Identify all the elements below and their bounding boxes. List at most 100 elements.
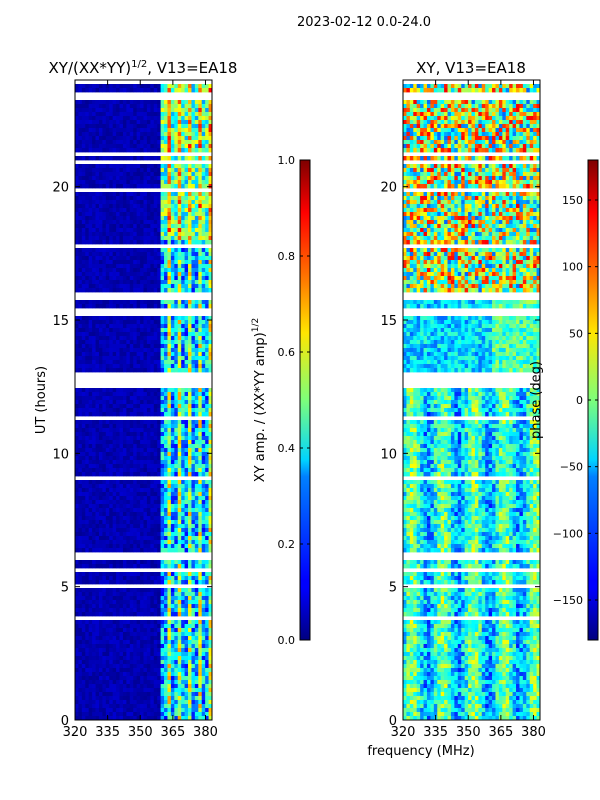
left-heatmap-cell [75,656,79,661]
left-heatmap-cell [184,216,189,221]
left-heatmap-cell [129,116,134,121]
left-heatmap-cell [143,560,148,565]
left-heatmap-cell [157,656,162,661]
left-heatmap-cell [85,648,90,653]
left-heatmap-cell [198,624,203,629]
left-heatmap-cell [177,392,182,397]
left-heatmap-cell [160,508,165,513]
left-heatmap-cell [167,620,172,625]
left-heatmap-cell [167,172,172,177]
left-heatmap-cell [75,580,79,585]
left-heatmap-cell [157,528,162,533]
left-heatmap-cell [102,316,107,321]
left-heatmap-cell [105,180,110,185]
left-heatmap-cell [194,388,199,393]
left-heatmap-cell [119,348,124,353]
left-heatmap-cell [140,104,144,109]
left-heatmap-cell [98,452,103,457]
left-heatmap-cell [102,492,107,497]
left-heatmap-cell [208,288,212,293]
left-heatmap-cell [116,276,120,281]
left-heatmap-cell [160,404,165,409]
left-heatmap-cell [177,352,182,357]
left-heatmap-cell [102,336,107,341]
left-heatmap-cell [181,168,185,173]
left-heatmap-cell [208,400,212,405]
left-heatmap-cell [181,520,185,525]
left-heatmap-cell [109,300,114,305]
left-heatmap-cell [201,392,206,397]
left-heatmap-cell [136,184,141,189]
left-heatmap-cell [95,604,100,609]
left-heatmap-cell [92,260,96,265]
left-heatmap-cell [105,108,110,113]
left-heatmap-cell [102,156,107,161]
left-heatmap-cell [92,264,96,269]
left-heatmap-cell [85,592,90,597]
left-heatmap-cell [75,628,79,633]
left-heatmap-cell [205,368,209,373]
left-heatmap-cell [95,452,100,457]
left-heatmap-cell [194,564,199,569]
left-heatmap-cell [143,128,148,133]
left-heatmap-cell [98,180,103,185]
left-heatmap-cell [98,196,103,201]
left-heatmap-cell [194,116,199,121]
left-heatmap-cell [181,284,185,289]
left-heatmap-cell [164,356,168,361]
left-heatmap-cell [143,536,148,541]
left-heatmap-cell [95,140,100,145]
left-heatmap-cell [129,444,134,449]
left-heatmap-cell [102,224,107,229]
left-heatmap-cell [105,592,110,597]
left-heatmap-cell [122,528,127,533]
left-heatmap-cell [81,156,86,161]
left-heatmap-cell [184,108,189,113]
left-heatmap-cell [170,248,175,253]
left-heatmap-cell [85,656,90,661]
left-heatmap-cell [181,580,185,585]
left-heatmap-cell [205,252,209,257]
left-heatmap-cell [126,272,131,277]
left-heatmap-cell [109,124,114,129]
left-heatmap-cell [122,364,127,369]
left-heatmap-cell [184,368,189,373]
left-heatmap-cell [95,580,100,585]
left-heatmap-cell [109,484,114,489]
left-heatmap-cell [105,456,110,461]
left-heatmap-cell [105,172,110,177]
left-heatmap-cell [126,324,131,329]
left-heatmap-cell [160,576,165,581]
left-heatmap-cell [150,128,155,133]
left-heatmap-cell [191,412,196,417]
left-heatmap-cell [92,516,96,521]
left-heatmap-cell [184,172,189,177]
left-heatmap-cell [126,400,131,405]
left-heatmap-cell [184,520,189,525]
left-heatmap-cell [177,300,182,305]
left-heatmap-cell [184,500,189,505]
left-heatmap-cell [78,340,83,345]
left-heatmap-cell [201,116,206,121]
left-heatmap-cell [160,84,165,89]
left-heatmap-cell [201,536,206,541]
left-heatmap-cell [198,332,203,337]
left-heatmap-cell [109,652,114,657]
left-heatmap-cell [201,480,206,485]
left-heatmap-cell [81,612,86,617]
left-heatmap-cell [116,360,120,365]
left-heatmap-cell [116,648,120,653]
left-heatmap-cell [146,212,151,217]
left-heatmap-cell [133,612,138,617]
left-heatmap-cell [119,252,124,257]
left-heatmap-cell [164,364,168,369]
left-heatmap-cell [126,548,131,553]
left-heatmap-cell [98,576,103,581]
left-heatmap-cell [174,548,179,553]
left-heatmap-cell [129,592,134,597]
left-heatmap-cell [75,392,79,397]
left-heatmap-cell [112,360,117,365]
left-heatmap-cell [194,560,199,565]
left-heatmap-cell [129,108,134,113]
left-heatmap-cell [105,208,110,213]
